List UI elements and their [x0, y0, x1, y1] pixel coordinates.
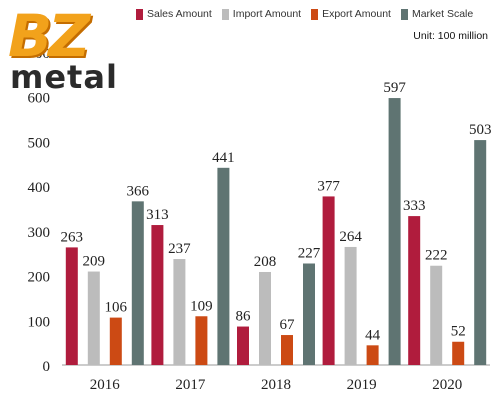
legend-swatch — [136, 8, 143, 20]
bar-export-amount — [452, 341, 465, 365]
x-category-label: 2016 — [90, 377, 121, 393]
bar-market-scale — [217, 167, 230, 365]
chart-legend: Sales Amount Import Amount Export Amount… — [136, 8, 473, 20]
bar-value-label: 366 — [127, 183, 150, 199]
x-category-label: 2020 — [432, 377, 462, 393]
bar-export-amount — [281, 335, 293, 365]
logo-metal-text: metal — [10, 58, 118, 96]
legend-item-market: Market Scale — [400, 8, 474, 20]
bar-value-label: 263 — [61, 229, 84, 245]
y-tick-label: 500 — [28, 135, 51, 151]
y-tick-label: 300 — [28, 225, 51, 241]
bar-import-amount — [344, 246, 357, 365]
y-tick-label: 200 — [28, 270, 51, 286]
bar-value-label: 237 — [168, 241, 191, 257]
logo-bz-text: BZ — [8, 2, 90, 70]
bar-value-label: 597 — [383, 80, 406, 96]
bar-value-label: 222 — [425, 248, 448, 264]
bar-market-scale — [303, 263, 315, 365]
bar-import-amount — [430, 265, 443, 365]
bar-value-label: 441 — [212, 150, 235, 166]
bar-export-amount — [109, 317, 122, 365]
bar-import-amount — [173, 259, 186, 365]
y-tick-label: 0 — [43, 359, 51, 375]
bar-value-label: 52 — [451, 324, 466, 340]
legend-label: Import Amount — [232, 8, 302, 20]
bar-value-label: 227 — [298, 245, 321, 261]
bar-value-label: 377 — [317, 178, 340, 194]
bar-sales-amount — [151, 225, 164, 365]
legend-label: Export Amount — [322, 8, 391, 20]
bar-value-label: 44 — [365, 327, 381, 343]
bz-metal-logo: BZ metal — [6, 6, 128, 98]
y-tick-label: 400 — [28, 180, 51, 196]
legend-item-export: Export Amount — [311, 8, 391, 20]
bar-value-label: 106 — [105, 300, 128, 316]
unit-label: Unit: 100 million — [413, 30, 488, 42]
x-category-label: 2017 — [175, 377, 206, 393]
bar-value-label: 503 — [469, 122, 492, 138]
legend-label: Market Scale — [411, 8, 474, 20]
bar-sales-amount — [237, 326, 249, 365]
bar-sales-amount — [322, 196, 335, 365]
bar-sales-amount — [65, 247, 78, 365]
legend-label: Sales Amount — [147, 8, 212, 20]
y-tick-label: 600 — [28, 91, 51, 107]
legend-item-import: Import Amount — [221, 8, 302, 20]
y-tick-label: 700 — [28, 46, 51, 62]
bar-import-amount — [259, 271, 271, 365]
bar-value-label: 333 — [403, 198, 426, 214]
bar-sales-amount — [408, 216, 421, 365]
bar-value-label: 86 — [236, 309, 252, 325]
legend-swatch — [400, 8, 408, 20]
bar-value-label: 208 — [254, 254, 277, 270]
bar-value-label: 109 — [190, 298, 213, 314]
legend-swatch — [311, 8, 319, 20]
bar-value-label: 264 — [339, 229, 362, 245]
y-tick-label: 100 — [28, 314, 51, 330]
bar-market-scale — [388, 98, 401, 365]
bar-market-scale — [131, 201, 144, 365]
bar-value-label: 313 — [146, 207, 169, 223]
bar-market-scale — [474, 140, 487, 365]
legend-swatch — [221, 8, 229, 20]
x-category-label: 2018 — [261, 377, 291, 393]
bar-import-amount — [87, 271, 100, 365]
bar-value-label: 209 — [83, 254, 106, 270]
legend-item-sales: Sales Amount — [136, 8, 212, 20]
bar-export-amount — [195, 316, 208, 365]
bar-export-amount — [366, 345, 379, 365]
bar-value-label: 67 — [280, 317, 296, 333]
x-category-label: 2019 — [347, 377, 377, 393]
